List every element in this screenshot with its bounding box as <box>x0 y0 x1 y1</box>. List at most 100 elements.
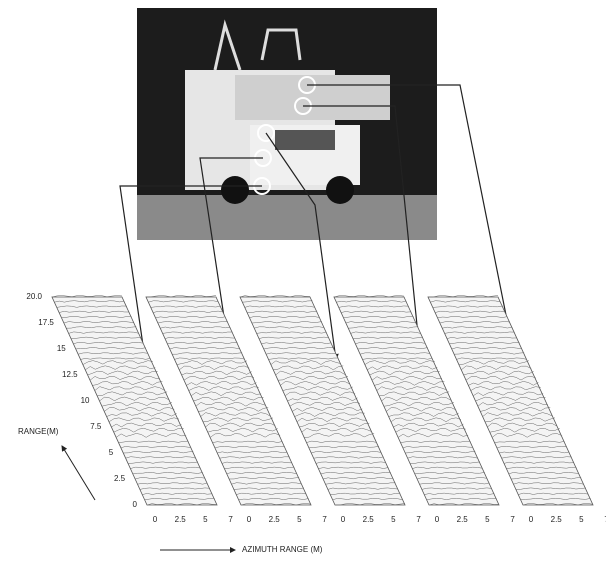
photo <box>137 8 437 240</box>
range-trace <box>226 472 297 475</box>
range-trace <box>155 316 226 319</box>
range-trace <box>299 422 370 428</box>
azimuth-tick-label: 5 <box>297 515 302 524</box>
range-trace <box>193 396 264 402</box>
range-trace <box>454 352 525 355</box>
range-trace <box>104 407 175 412</box>
range-trace <box>94 386 165 391</box>
range-trace <box>217 451 288 454</box>
range-arrow <box>61 445 96 501</box>
range-trace <box>51 295 123 298</box>
range-trace <box>261 342 332 345</box>
range-trace <box>383 401 454 407</box>
range-trace <box>371 375 443 381</box>
range-trace <box>169 347 240 350</box>
range-trace <box>207 427 278 433</box>
azimuth-tick-label: 5 <box>391 515 396 524</box>
range-trace <box>78 352 149 355</box>
range-trace <box>70 336 142 339</box>
range-trace <box>130 466 201 469</box>
range-trace <box>417 477 488 480</box>
range-trace <box>313 456 384 459</box>
range-trace <box>402 446 473 449</box>
range-trace <box>379 391 450 397</box>
range-trace <box>135 477 206 480</box>
range-trace <box>160 326 231 329</box>
range-trace <box>397 433 469 438</box>
range-trace <box>247 310 318 313</box>
panel-surface <box>333 296 500 506</box>
azimuth-tick-label: 2.5 <box>175 515 187 524</box>
azimuth-tick-label: 5 <box>203 515 208 524</box>
range-trace <box>292 407 363 412</box>
range-trace <box>482 412 553 417</box>
range-trace <box>87 370 158 376</box>
range-tick-label: 20.0 <box>26 292 42 301</box>
range-trace <box>63 321 134 324</box>
range-trace <box>256 331 327 334</box>
azimuth-tick-label: 7 <box>510 515 515 524</box>
azimuth-axis-label: AZIMUTH RANGE (M) <box>242 545 323 554</box>
range-trace <box>82 360 153 365</box>
range-trace <box>205 422 276 428</box>
range-trace <box>115 433 187 438</box>
range-trace <box>520 498 591 501</box>
range-trace <box>99 396 170 402</box>
range-trace <box>364 360 435 365</box>
range-trace <box>75 347 146 350</box>
range-trace <box>212 440 283 443</box>
range-trace <box>277 375 349 381</box>
azimuth-tick-label: 0 <box>153 515 158 524</box>
range-trace <box>515 487 586 490</box>
range-trace <box>266 352 337 355</box>
range-trace <box>66 326 137 329</box>
range-trace <box>97 391 168 397</box>
range-trace <box>475 396 546 402</box>
range-trace <box>427 295 499 298</box>
range-trace <box>157 321 228 324</box>
range-trace <box>68 331 139 334</box>
range-trace <box>244 305 315 308</box>
profile-panel: 0 2.5 5 7 <box>333 295 515 524</box>
range-trace <box>101 401 172 407</box>
azimuth-tick-label: 5 <box>485 515 490 524</box>
range-trace <box>233 487 304 490</box>
range-trace <box>275 370 346 376</box>
range-trace <box>221 461 293 464</box>
range-trace <box>120 446 191 449</box>
azimuth-tick-label: 0 <box>341 515 346 524</box>
azimuth-tick-label: 7 <box>416 515 421 524</box>
range-trace <box>323 477 394 480</box>
range-trace <box>239 295 311 298</box>
range-trace <box>374 381 445 386</box>
range-trace <box>145 295 217 298</box>
range-trace <box>489 427 560 433</box>
panel-surface <box>145 296 312 506</box>
range-trace <box>132 472 203 475</box>
range-trace <box>435 310 506 313</box>
panel-surface <box>427 296 594 506</box>
range-tick-label: 15 <box>57 344 66 353</box>
range-trace <box>386 407 457 412</box>
range-trace <box>508 472 579 475</box>
profile-panel: 0 2.5 5 7 <box>145 295 327 524</box>
range-trace <box>242 300 313 303</box>
range-trace <box>183 375 255 381</box>
range-trace <box>458 360 529 365</box>
range-trace <box>202 417 274 423</box>
range-tick-label: 5 <box>109 448 114 457</box>
azimuth-tick-label: 2.5 <box>551 515 563 524</box>
range-tick-label: 2.5 <box>114 474 126 483</box>
range-trace <box>214 446 285 449</box>
azimuth-tick-label: 0 <box>247 515 252 524</box>
range-trace <box>341 310 412 313</box>
range-trace <box>198 407 269 412</box>
range-trace <box>428 503 500 506</box>
range-trace <box>231 482 302 485</box>
range-axis-label: RANGE(M) <box>18 427 59 436</box>
range-trace <box>503 461 575 464</box>
range-trace <box>487 422 558 428</box>
range-trace <box>289 401 360 407</box>
azimuth-tick-label: 2.5 <box>457 515 469 524</box>
range-trace <box>249 316 320 319</box>
